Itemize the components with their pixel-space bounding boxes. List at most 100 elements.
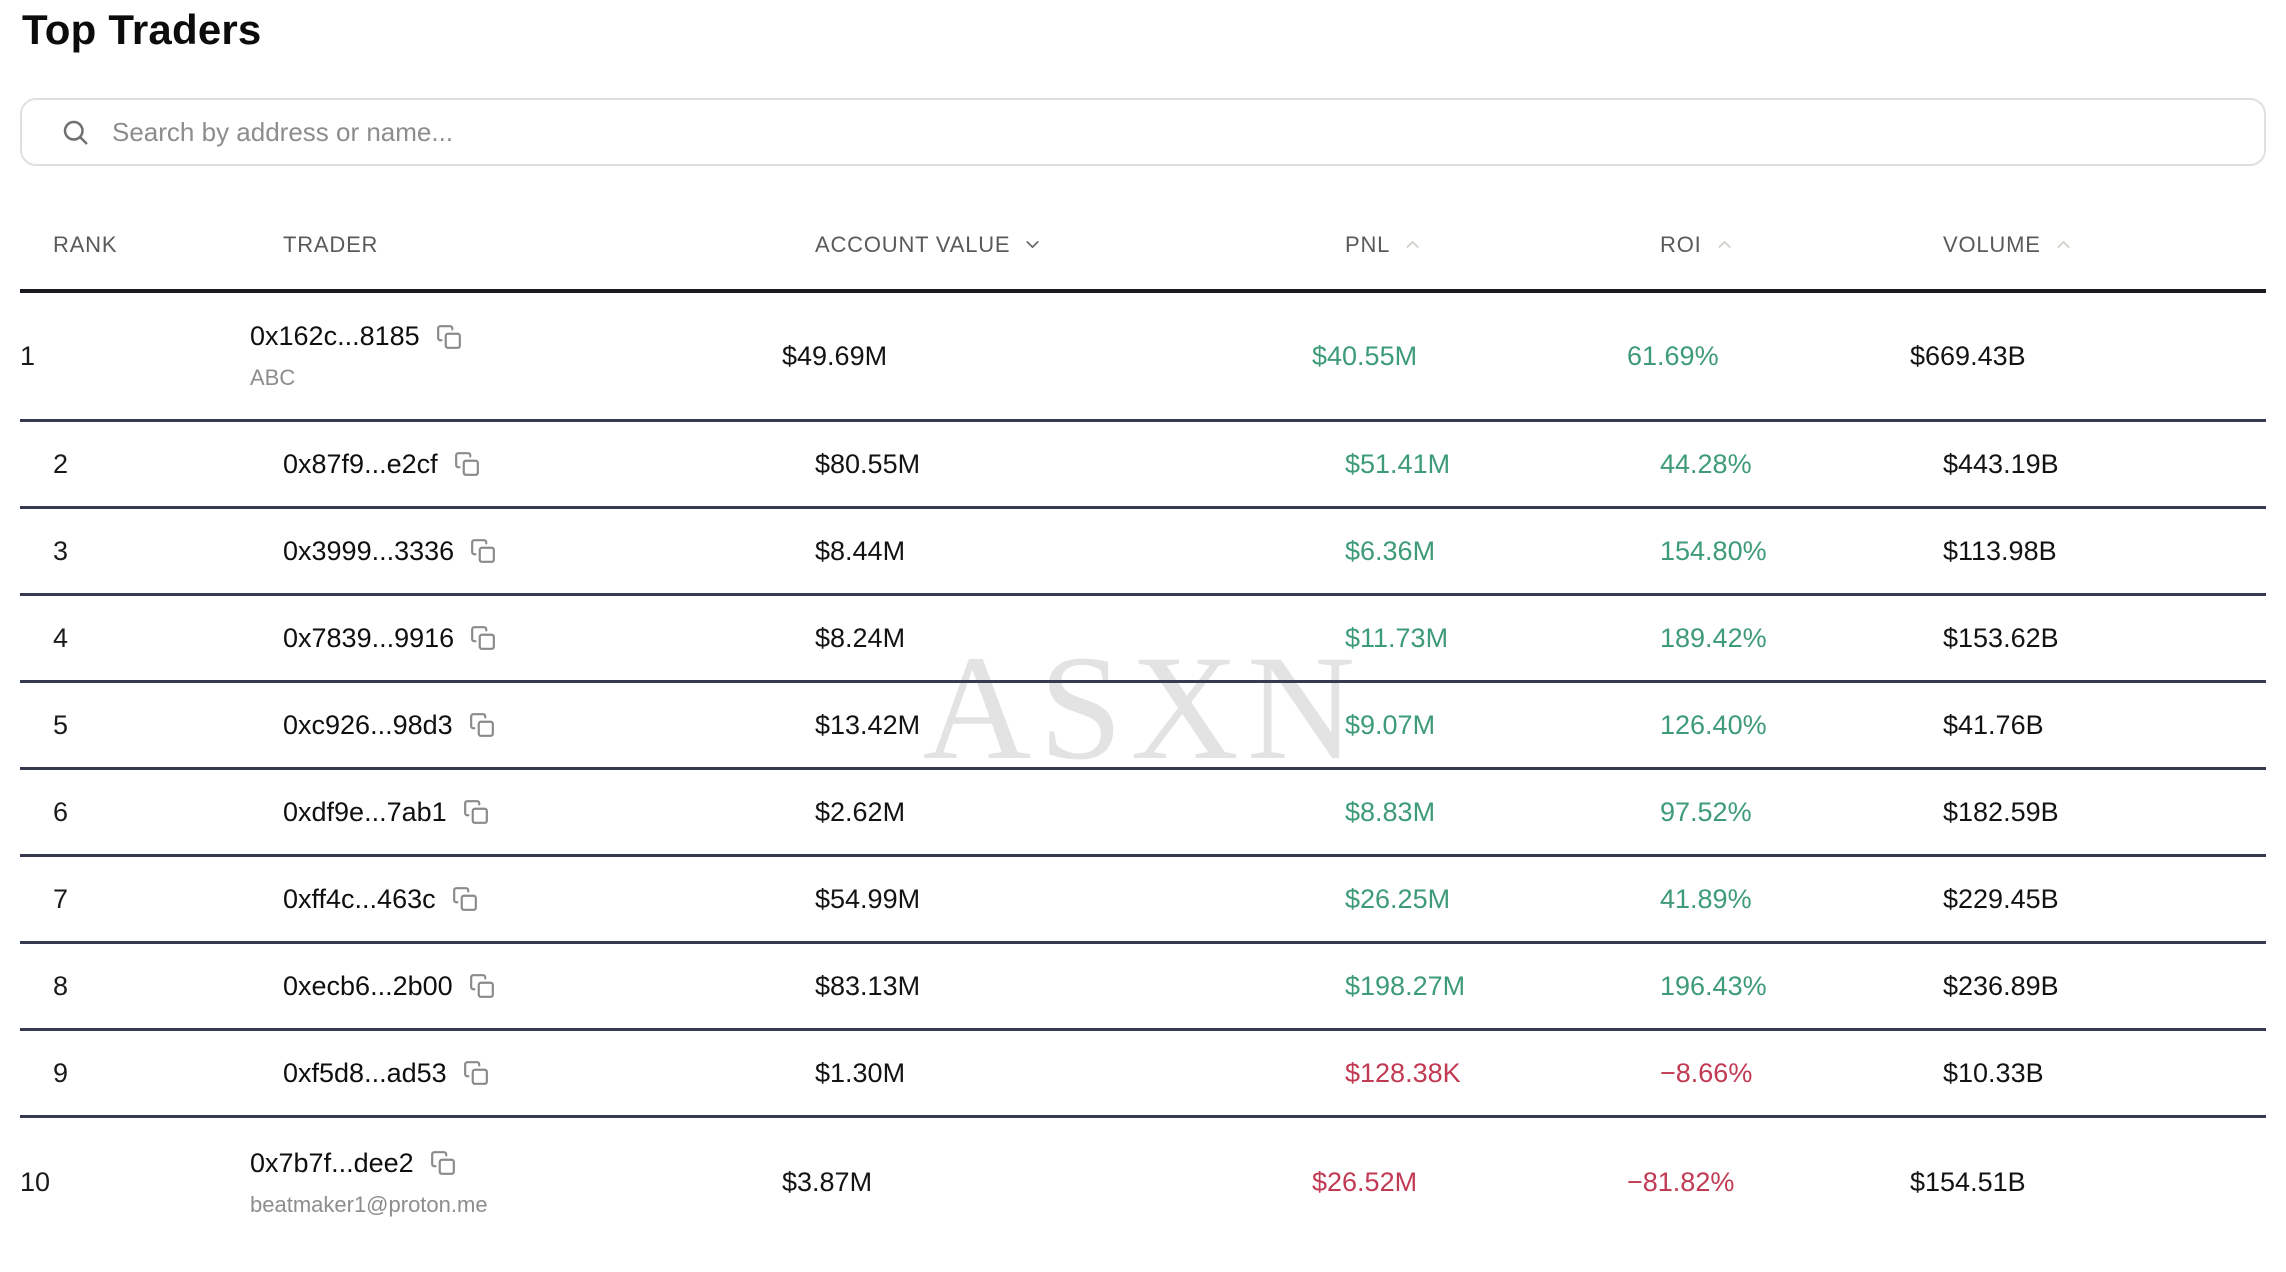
trader-row[interactable]: 10 0x7b7f...dee2 beatmaker1@proton.me $3.87… <box>20 1118 2266 1247</box>
trader-row[interactable]: 2 0x87f9...e2cf $80.55M $51.41M 44.28% $443.1… <box>20 422 2266 509</box>
trader-row[interactable]: 7 0xff4c...463c $54.99M $26.25M 41.89% $229.4… <box>20 857 2266 944</box>
trader-address: 0xc926...98d3 <box>283 709 453 740</box>
copy-button[interactable] <box>469 712 495 738</box>
pnl-cell: $9.07M <box>1345 709 1436 740</box>
search-input[interactable] <box>110 115 2240 149</box>
search-bar <box>20 98 2266 166</box>
copy-button[interactable] <box>452 886 478 912</box>
column-label: ROI <box>1660 231 1702 257</box>
rank-cell: 10 <box>20 1167 51 1197</box>
account-value-cell: $80.55M <box>815 448 921 479</box>
account-value-cell: $8.24M <box>815 622 906 653</box>
trader-address: 0xecb6...2b00 <box>283 970 453 1001</box>
column-header-volume[interactable]: VOLUME <box>1943 232 2266 258</box>
copy-button[interactable] <box>470 625 496 651</box>
trader-cell: 0x3999...3336 <box>283 536 815 567</box>
rank-cell: 9 <box>53 1057 69 1088</box>
trader-cell: 0x7839...9916 <box>283 623 815 654</box>
pnl-cell: $51.41M <box>1345 448 1451 479</box>
rank-cell: 3 <box>53 535 69 566</box>
rank-cell: 8 <box>53 970 69 1001</box>
copy-icon <box>471 539 496 563</box>
pnl-cell: $11.73M <box>1345 622 1449 653</box>
column-header-pnl[interactable]: PNL <box>1345 232 1660 258</box>
column-label: ACCOUNT VALUE <box>815 231 1011 257</box>
copy-button[interactable] <box>463 1060 489 1086</box>
roi-cell: 41.89% <box>1660 883 1752 914</box>
trader-address-line: 0x7839...9916 <box>283 623 815 654</box>
traders-table: 1 0x162c...8185 ABC $49.69M $40.55M 61.69% $66… <box>20 293 2266 1247</box>
rank-cell: 4 <box>53 622 69 653</box>
watermark: ASXN <box>922 625 1364 791</box>
trader-cell: 0x7b7f...dee2 beatmaker1@proton.me <box>250 1148 782 1218</box>
trader-row[interactable]: 9 0xf5d8...ad53 $1.30M $128.38K −8.66% $10.33… <box>20 1031 2266 1118</box>
roi-cell: 97.52% <box>1660 796 1752 827</box>
column-header-roi[interactable]: ROI <box>1660 232 1943 258</box>
trader-name: ABC <box>250 365 296 390</box>
trader-name: beatmaker1@proton.me <box>250 1191 488 1217</box>
volume-cell: $154.51B <box>1910 1167 2026 1197</box>
account-value-cell: $8.44M <box>815 535 906 566</box>
account-value-cell: $2.62M <box>815 796 906 827</box>
copy-icon <box>452 887 477 911</box>
copy-button[interactable] <box>469 973 495 999</box>
trader-address: 0x3999...3336 <box>283 535 455 566</box>
trader-row[interactable]: 4 0x7839...9916 $8.24M $11.73M 189.42% $153.6… <box>20 596 2266 683</box>
roi-cell: 154.80% <box>1660 535 1767 566</box>
volume-cell: $669.43B <box>1910 340 2026 371</box>
trader-row[interactable]: 1 0x162c...8185 ABC $49.69M $40.55M 61.69% $66… <box>20 293 2266 422</box>
column-header-account_value[interactable]: ACCOUNT VALUE <box>815 232 1345 258</box>
roi-cell: −8.66% <box>1660 1057 1753 1088</box>
search-icon <box>63 120 88 145</box>
roi-cell: 189.42% <box>1660 622 1767 653</box>
copy-button[interactable] <box>454 451 480 477</box>
copy-icon <box>463 1061 488 1085</box>
trader-cell: 0xf5d8...ad53 <box>283 1058 815 1089</box>
roi-cell: 44.28% <box>1660 448 1752 479</box>
pnl-cell: $8.83M <box>1345 796 1436 827</box>
table-header-row: RANK TRADER ACCOUNT VALUE PNL ROI VOLUME <box>20 200 2266 293</box>
trader-row[interactable]: 6 0xdf9e...7ab1 $2.62M $8.83M 97.52% $182.59B <box>20 770 2266 857</box>
pnl-cell: $26.25M <box>1345 883 1451 914</box>
trader-cell: 0xdf9e...7ab1 <box>283 797 815 828</box>
volume-cell: $182.59B <box>1943 796 2059 827</box>
trader-cell: 0xff4c...463c <box>283 884 815 915</box>
pnl-cell: $198.27M <box>1345 970 1466 1001</box>
pnl-cell: $40.55M <box>1312 340 1418 371</box>
copy-icon <box>469 713 494 737</box>
volume-cell: $153.62B <box>1943 622 2059 653</box>
column-label: PNL <box>1345 231 1391 257</box>
trader-address-line: 0xf5d8...ad53 <box>283 1058 815 1089</box>
roi-cell: 196.43% <box>1660 970 1767 1001</box>
account-value-cell: $54.99M <box>815 883 921 914</box>
copy-icon <box>436 324 461 349</box>
trader-address-line: 0xff4c...463c <box>283 884 815 915</box>
trader-row[interactable]: 5 0xc926...98d3 $13.42M $9.07M 126.40% $41.76… <box>20 683 2266 770</box>
roi-cell: −81.82% <box>1627 1167 1735 1197</box>
copy-button[interactable] <box>463 799 489 825</box>
account-value-cell: $49.69M <box>782 340 888 371</box>
trader-row[interactable]: 3 0x3999...3336 $8.44M $6.36M 154.80% $113.98… <box>20 509 2266 596</box>
volume-cell: $443.19B <box>1943 448 2059 479</box>
trader-address-line: 0xc926...98d3 <box>283 710 815 741</box>
pnl-cell: $128.38K <box>1345 1057 1461 1088</box>
copy-button[interactable] <box>436 324 462 350</box>
copy-button[interactable] <box>470 538 496 564</box>
copy-icon <box>463 800 488 824</box>
trader-cell: 0x87f9...e2cf <box>283 449 815 480</box>
trader-address-line: 0x87f9...e2cf <box>283 449 815 480</box>
account-value-cell: $83.13M <box>815 970 921 1001</box>
column-header-trader: TRADER <box>283 232 815 258</box>
volume-cell: $10.33B <box>1943 1057 2044 1088</box>
copy-icon <box>469 974 494 998</box>
copy-button[interactable] <box>430 1150 456 1176</box>
trader-address: 0xff4c...463c <box>283 883 436 914</box>
chevron-up-icon <box>2057 241 2070 248</box>
trader-address: 0xf5d8...ad53 <box>283 1057 447 1088</box>
volume-cell: $236.89B <box>1943 970 2059 1001</box>
rank-cell: 5 <box>53 709 69 740</box>
account-value-cell: $13.42M <box>815 709 921 740</box>
trader-row[interactable]: 8 0xecb6...2b00 $83.13M $198.27M 196.43% $236… <box>20 944 2266 1031</box>
page-title: Top Traders <box>22 6 262 53</box>
trader-address-line: 0x162c...8185 <box>250 321 782 352</box>
